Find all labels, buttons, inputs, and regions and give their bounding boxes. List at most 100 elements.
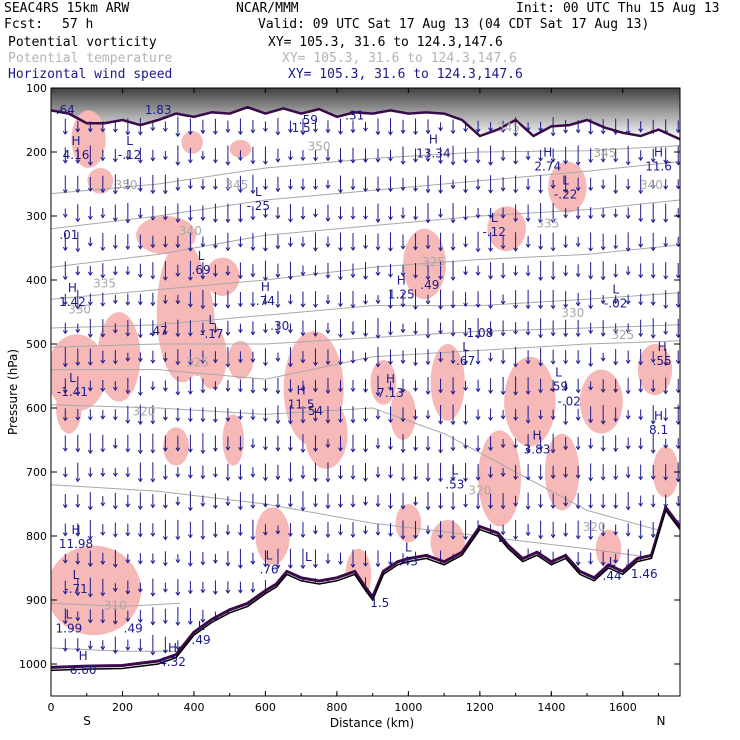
extremum-value-label: .47: [149, 324, 168, 338]
wind-arrowhead: [438, 189, 443, 194]
wind-arrowhead: [400, 535, 406, 540]
extremum-type-label: L: [491, 211, 498, 225]
wind-arrowhead: [513, 475, 519, 481]
wind-arrowhead: [250, 588, 256, 593]
extremum-value-label: 1.99: [56, 622, 83, 636]
wind-arrowhead: [525, 360, 531, 365]
wind-arrowhead: [450, 276, 456, 281]
field-xy-pv: XY= 105.3, 31.6 to 124.3,147.6: [268, 35, 503, 50]
wind-arrowhead: [162, 588, 168, 593]
wind-arrowhead: [212, 447, 218, 452]
wind-arrowhead: [250, 444, 256, 449]
extremum-type-label: L: [498, 531, 505, 545]
wind-arrowhead: [263, 276, 268, 282]
wind-arrowhead: [438, 127, 443, 132]
wind-arrowhead: [325, 329, 331, 335]
wind-arrowhead: [363, 275, 368, 280]
wind-arrowhead: [275, 158, 281, 163]
wind-arrowhead: [237, 388, 243, 393]
field-xy-theta: XY= 105.3, 31.6 to 124.3,147.6: [282, 51, 517, 66]
wind-arrowhead: [363, 187, 368, 193]
wind-arrowhead: [187, 507, 193, 512]
wind-arrowhead: [488, 331, 494, 336]
wind-arrowhead: [75, 560, 81, 565]
wind-arrowhead: [600, 246, 606, 251]
wind-arrowhead: [75, 128, 81, 133]
wind-arrowhead: [100, 502, 106, 507]
wind-arrowhead: [363, 332, 368, 338]
wind-arrowhead: [638, 535, 644, 540]
wind-arrowhead: [613, 158, 619, 163]
extremum-type-label: L: [126, 134, 133, 148]
wind-arrowhead: [550, 305, 556, 310]
wind-arrowhead: [388, 474, 393, 479]
wind-arrowhead: [413, 305, 418, 311]
wind-arrowhead: [225, 363, 231, 368]
wind-arrowhead: [87, 593, 93, 598]
wind-arrowhead: [100, 274, 106, 279]
wind-arrowhead: [375, 271, 381, 277]
wind-arrowhead: [137, 131, 143, 136]
wind-arrowhead: [475, 505, 481, 510]
wind-arrowhead: [87, 645, 93, 650]
wind-arrowhead: [550, 415, 556, 421]
wind-arrowhead: [112, 245, 118, 250]
isentrope-label: 335: [93, 277, 116, 291]
wind-arrowhead: [450, 185, 456, 190]
wind-arrowhead: [100, 531, 106, 536]
y-tick-label: 1000: [19, 658, 47, 671]
wind-arrowhead: [325, 419, 331, 424]
wind-arrowhead: [488, 416, 494, 421]
wind-arrowhead: [187, 418, 193, 423]
isentrope-line: [51, 145, 680, 195]
wind-arrowhead: [125, 473, 131, 478]
wind-arrowhead: [338, 303, 343, 308]
wind-arrowhead: [650, 449, 656, 454]
extremum-value-label: 1.46: [631, 567, 658, 581]
wind-arrowhead: [525, 217, 531, 222]
wind-arrowhead: [563, 532, 569, 537]
wind-arrowhead: [300, 359, 306, 364]
wind-arrowhead: [87, 535, 93, 541]
wind-arrowhead: [263, 329, 268, 334]
wind-arrowhead: [575, 360, 581, 365]
extremum-type-label: L: [462, 340, 469, 354]
wind-arrowhead: [400, 272, 406, 277]
isentrope-line: [51, 292, 680, 329]
extremum-type-label: L: [452, 464, 459, 478]
wind-arrowhead: [100, 333, 106, 338]
extremum-value-label: .31: [345, 108, 364, 122]
wind-arrowhead: [62, 301, 68, 306]
wind-arrowhead: [575, 446, 581, 451]
wind-arrowhead: [237, 188, 243, 194]
wind-arrowhead: [538, 219, 544, 224]
extremum-value-label: 4.32: [159, 655, 186, 669]
wind-arrowhead: [513, 132, 519, 137]
wind-arrowhead: [212, 359, 218, 364]
wind-arrowhead: [650, 158, 656, 163]
wind-arrowhead: [187, 361, 193, 366]
wind-arrowhead: [288, 388, 293, 393]
wind-arrowhead: [525, 505, 531, 510]
wind-arrowhead: [150, 621, 156, 626]
wind-arrowhead: [300, 564, 306, 570]
wind-arrowhead: [263, 213, 268, 219]
wind-arrowhead: [400, 505, 406, 510]
isentrope-label: 345: [593, 146, 616, 160]
wind-arrowhead: [438, 420, 443, 425]
wind-arrowhead: [525, 532, 531, 537]
wind-arrowhead: [663, 390, 669, 395]
tropopause-pv-contour: [51, 105, 680, 141]
wind-arrowhead: [650, 420, 656, 425]
wind-arrowhead: [350, 448, 356, 453]
wind-arrowhead: [500, 360, 506, 365]
wind-arrowhead: [338, 361, 343, 366]
wind-arrowhead: [500, 300, 506, 305]
wind-arrowhead: [175, 473, 181, 478]
wind-arrowhead: [175, 591, 181, 596]
wind-arrowhead: [388, 188, 393, 193]
wind-arrowhead: [187, 620, 193, 625]
extremum-value-label: .59: [549, 380, 568, 394]
wind-arrowhead: [275, 303, 281, 309]
extremum-type-label: L: [73, 568, 80, 582]
